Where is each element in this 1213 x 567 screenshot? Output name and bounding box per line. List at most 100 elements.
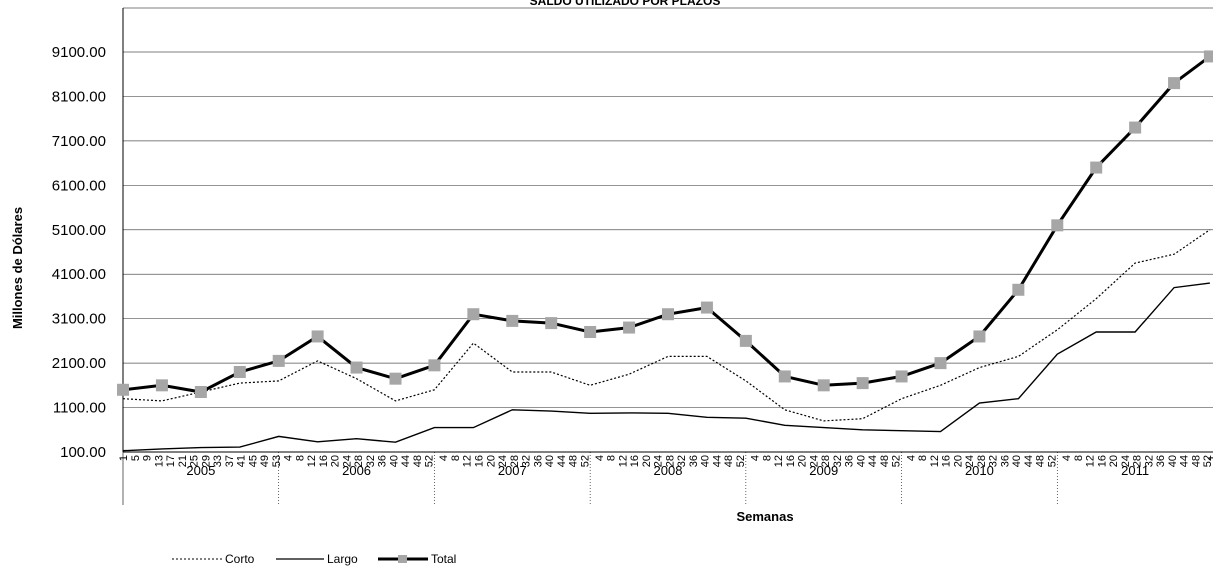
- series-corto-line: [122, 229, 1211, 422]
- x-week-tick-label: 21: [177, 455, 189, 467]
- series-total-point: [817, 379, 830, 392]
- series-total-point: [350, 361, 363, 374]
- x-week-tick-label: 32: [988, 455, 1000, 467]
- y-tick-label: 7100.00: [52, 133, 106, 150]
- y-tick-label: 1100.00: [53, 400, 106, 417]
- x-week-tick-label: 4: [283, 455, 295, 461]
- y-tick-label: 2100.00: [52, 355, 106, 372]
- x-week-tick-label: 8: [917, 455, 929, 461]
- series-total-point: [1012, 283, 1025, 296]
- x-week-tick-label: 24: [964, 455, 976, 467]
- series-total-point: [584, 326, 597, 338]
- x-week-tick-label: 36: [999, 455, 1011, 467]
- year-label: 2007: [498, 463, 527, 478]
- x-week-tick-label: 44: [1023, 455, 1035, 467]
- x-week-tick-label: 28: [976, 455, 988, 467]
- x-week-tick-label: 40: [855, 455, 867, 467]
- x-week-tick-label: 12: [1085, 455, 1097, 467]
- series-total-point: [467, 308, 480, 321]
- x-week-tick-label: 45: [247, 455, 259, 467]
- gridlines: [123, 51, 1213, 408]
- x-week-tick-label: 29: [200, 455, 212, 467]
- x-week-tick-label: 28: [820, 455, 832, 467]
- x-week-tick-label: 36: [377, 455, 389, 467]
- x-week-tick-label: 8: [450, 455, 462, 461]
- x-week-tick-label: 52: [579, 455, 591, 467]
- x-week-tick-label: 44: [400, 455, 412, 467]
- x-week-tick-label: 32: [676, 455, 688, 467]
- x-week-tick-label: 53: [271, 455, 283, 467]
- x-week-tick-label: 52: [891, 455, 903, 467]
- x-week-tick-label: 48: [1035, 455, 1047, 467]
- x-week-tick-label: 20: [1108, 455, 1120, 467]
- series-total-point: [739, 334, 752, 347]
- x-week-tick-label: 20: [952, 455, 964, 467]
- x-week-tick-label: 32: [521, 455, 533, 467]
- series-total-point: [1168, 77, 1181, 90]
- x-week-tick-label: 44: [867, 455, 879, 467]
- x-week-tick-label: 25: [189, 455, 201, 467]
- x-week-tick-label: 5: [130, 455, 142, 461]
- x-week-tick-label: 40: [700, 455, 712, 467]
- y-tick-label: 100.00: [60, 444, 106, 461]
- series-total-point: [623, 321, 636, 334]
- x-week-tick-label: 24: [497, 455, 509, 467]
- axes: [122, 7, 1213, 453]
- x-week-tick-label: 17: [165, 455, 177, 467]
- y-tick-label: 9100.00: [52, 44, 106, 61]
- x-week-tick-label: 36: [688, 455, 700, 467]
- series-total-point: [1090, 161, 1103, 174]
- series-total-point: [272, 354, 285, 367]
- x-week-tick-label: 24: [808, 455, 820, 467]
- series-total-point: [778, 370, 791, 383]
- y-tick-labels: 9100.00 8100.00 7100.00 6100.00 5100.00 4100.…: [52, 44, 106, 461]
- x-week-tick-label: 48: [568, 455, 580, 467]
- series-total-point: [973, 330, 986, 343]
- x-week-tick-label: 48: [1190, 455, 1202, 467]
- y-tick-label: 4100.00: [52, 266, 106, 283]
- x-week-tick-label: 20: [797, 455, 809, 467]
- x-week-tick-label: 8: [294, 455, 306, 461]
- series-total-point: [545, 317, 558, 330]
- x-week-tick-label: 33: [212, 455, 224, 467]
- x-week-tick-label: 16: [473, 455, 485, 467]
- series-total-point: [194, 386, 207, 398]
- x-week-tick-label: 49: [259, 455, 271, 467]
- x-week-tick-label: 20: [641, 455, 653, 467]
- series-total-point: [233, 366, 246, 378]
- y-tick-label: 6100.00: [52, 177, 106, 194]
- x-week-tick-label: 8: [1073, 455, 1085, 461]
- x-week-tick-label: 20: [485, 455, 497, 467]
- x-week-tick-label: 52: [1202, 455, 1213, 467]
- x-week-tick-label: 52: [1046, 455, 1058, 467]
- x-week-tick-labels: 1 5 9 13 17 21 25 29 33 37 41 45 49 53 4 8 12 16 20 24 28 32 3…: [118, 455, 1213, 467]
- x-week-tick-label: 28: [1132, 455, 1144, 467]
- y-axis-label: Millones de Dólares: [10, 207, 25, 329]
- x-week-tick-label: 36: [532, 455, 544, 467]
- x-week-tick-label: 41: [236, 455, 248, 467]
- year-label: 2006: [342, 463, 371, 478]
- year-label: 2009: [809, 463, 838, 478]
- x-week-tick-label: 16: [629, 455, 641, 467]
- series-total-point: [662, 308, 674, 321]
- year-label: 2011: [1121, 463, 1149, 478]
- x-week-tick-label: 48: [723, 455, 735, 467]
- series-largo-line: [122, 282, 1210, 452]
- series-total-point: [506, 314, 519, 327]
- x-week-tick-label: 40: [388, 455, 400, 467]
- x-axis-label: Semanas: [736, 509, 793, 524]
- x-week-tick-label: 9: [142, 455, 154, 461]
- x-week-tick-label: 40: [1011, 455, 1023, 467]
- year-label: 2008: [654, 463, 683, 478]
- x-week-tick-label: 4: [438, 455, 450, 461]
- x-week-tick-label: 40: [1167, 455, 1179, 467]
- series-total-point: [311, 330, 324, 343]
- x-week-tick-label: 4: [750, 455, 762, 461]
- chart-title: SALDO UTILIZADO POR PLAZOS: [530, 0, 721, 8]
- legend-total-label: Total: [431, 552, 456, 566]
- x-week-tick-label: 52: [424, 455, 436, 467]
- x-week-tick-label: 1: [118, 455, 130, 461]
- x-week-tick-label: 32: [365, 455, 377, 467]
- x-week-tick-label: 40: [544, 455, 556, 467]
